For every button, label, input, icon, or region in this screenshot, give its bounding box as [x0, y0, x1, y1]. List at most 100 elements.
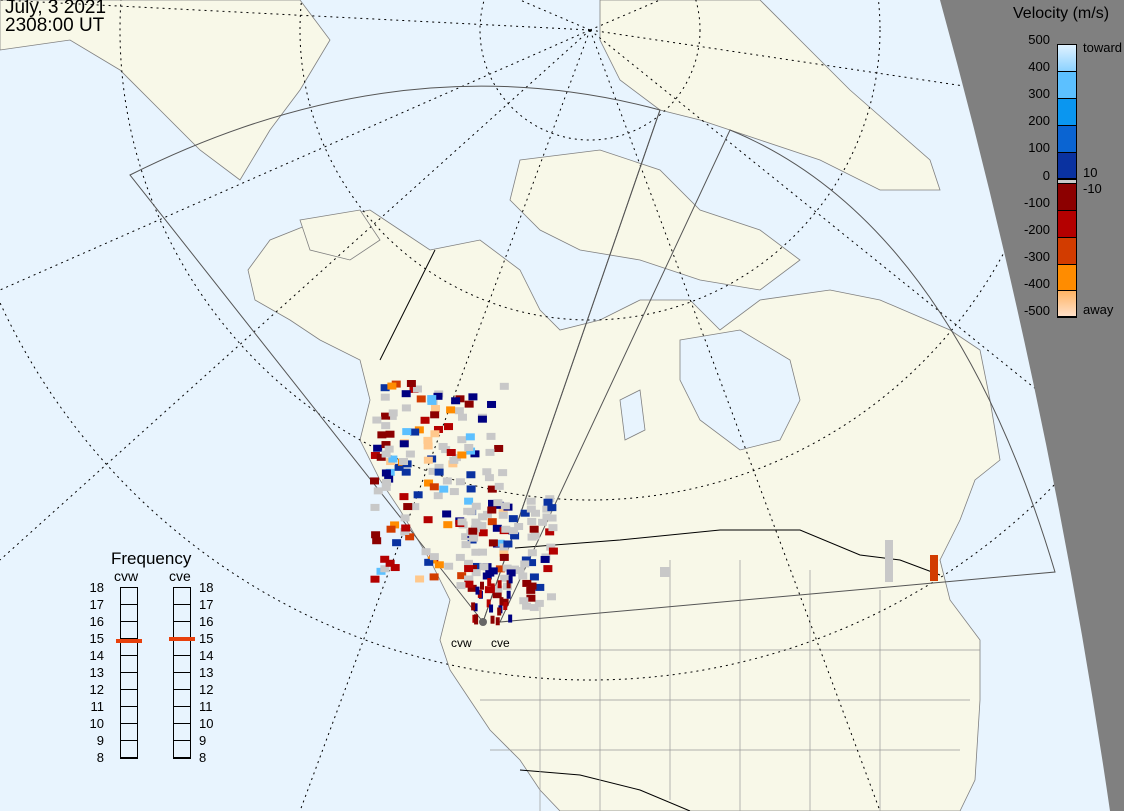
echo-cell	[506, 569, 516, 577]
colorbar-segment	[1058, 45, 1076, 72]
echo-cell	[402, 428, 412, 436]
echo-cell	[477, 548, 487, 556]
colorbar-segment	[1058, 126, 1076, 153]
echo-cell	[503, 602, 508, 611]
radar-echoes	[370, 380, 938, 626]
colorbar-segment	[1058, 153, 1076, 179]
echo-cell	[484, 474, 494, 482]
velocity-tick-label: 300	[1028, 86, 1050, 102]
velocity-colorbar	[1057, 44, 1077, 318]
echo-cell	[405, 533, 415, 541]
echo-cell	[510, 565, 520, 573]
echo-cell	[403, 503, 413, 511]
velocity-tick-label: -200	[1023, 221, 1050, 237]
toward-label: toward	[1083, 40, 1123, 55]
echo-cell	[885, 540, 893, 582]
frequency-tick-label: 11	[199, 699, 213, 714]
echo-cell	[488, 567, 498, 575]
frequency-tick-label: 9	[199, 733, 207, 748]
echo-cell	[499, 382, 509, 390]
echo-cell	[380, 565, 390, 573]
echo-cell	[495, 539, 505, 547]
echo-cell	[423, 436, 433, 444]
velocity-tick-label: -500	[1023, 303, 1050, 318]
ocean-bays	[619, 329, 801, 451]
echo-cell	[444, 562, 454, 570]
echo-cell	[399, 440, 409, 448]
echo-cell	[381, 469, 391, 477]
echo-cell	[455, 478, 465, 486]
frequency-tick-label: 16	[199, 614, 214, 629]
echo-cell	[478, 513, 488, 521]
echo-cell	[489, 604, 494, 613]
echo-cell	[546, 593, 556, 601]
echo-cell	[381, 450, 391, 458]
echo-cell	[546, 543, 556, 551]
echo-cell	[372, 416, 382, 424]
echo-cell	[385, 559, 395, 567]
frequency-tick-label: 13	[199, 665, 214, 680]
echo-cell	[548, 524, 558, 532]
echo-cell	[535, 583, 545, 591]
away-label: away	[1083, 302, 1114, 317]
echo-cell	[370, 503, 380, 511]
echo-cell	[475, 586, 480, 595]
echo-cell	[660, 567, 670, 577]
echo-cell	[465, 433, 475, 441]
frequency-radar-label-cve: cve	[169, 568, 191, 584]
echo-cell	[526, 586, 536, 594]
threshold-negative-label: -10	[1083, 181, 1102, 196]
echo-cell	[446, 449, 456, 457]
echo-cell	[456, 582, 466, 590]
echo-cell	[461, 533, 471, 541]
echo-cell	[449, 488, 459, 496]
echo-cell	[466, 485, 476, 493]
frequency-tick-label: 10	[199, 716, 214, 731]
echo-cell	[429, 553, 439, 561]
echo-cell	[371, 531, 381, 539]
frequency-tick-label: 18	[89, 580, 104, 595]
threshold-positive-label: 10	[1083, 165, 1098, 180]
echo-cell	[387, 382, 397, 390]
velocity-tick-label: -300	[1023, 248, 1050, 264]
time-label: 2308:00 UT	[5, 15, 105, 36]
echo-cell	[373, 487, 383, 495]
velocity-scale-title: Velocity (m/s)	[1013, 5, 1110, 22]
echo-cell	[392, 539, 402, 547]
echo-cell	[439, 485, 449, 493]
echo-cell	[464, 559, 474, 567]
echo-cell	[381, 412, 391, 420]
echo-cell	[543, 498, 553, 506]
echo-cell	[433, 392, 443, 400]
frequency-title: Frequency	[111, 549, 192, 568]
ground-scatter-segment	[1058, 179, 1076, 184]
echo-cell	[497, 580, 502, 589]
echo-cell	[399, 458, 409, 466]
echo-cell	[415, 575, 425, 583]
echo-cell	[520, 509, 530, 517]
echo-cell	[429, 483, 439, 491]
echo-cell	[421, 548, 431, 556]
echo-cell	[501, 525, 511, 533]
frequency-tick-label: 13	[89, 665, 104, 680]
echo-cell	[477, 415, 487, 423]
echo-cell	[464, 580, 474, 588]
echo-cell	[473, 603, 478, 612]
frequency-tick-label: 9	[96, 733, 104, 748]
echo-cell	[506, 580, 511, 589]
echo-cell	[401, 404, 411, 412]
echo-cell	[482, 468, 492, 476]
echo-cell	[498, 507, 508, 515]
echo-cell	[526, 497, 536, 505]
echo-cell	[527, 533, 537, 541]
echo-cell	[486, 432, 496, 440]
frequency-marker-cve	[169, 637, 195, 641]
echo-cell	[446, 406, 456, 414]
echo-cell	[466, 471, 476, 479]
echo-cell	[492, 524, 502, 532]
echo-cell	[466, 447, 476, 455]
echo-cell	[488, 539, 498, 547]
frequency-tick-label: 10	[89, 716, 104, 731]
echo-cell	[497, 607, 502, 616]
echo-cell	[390, 521, 400, 529]
